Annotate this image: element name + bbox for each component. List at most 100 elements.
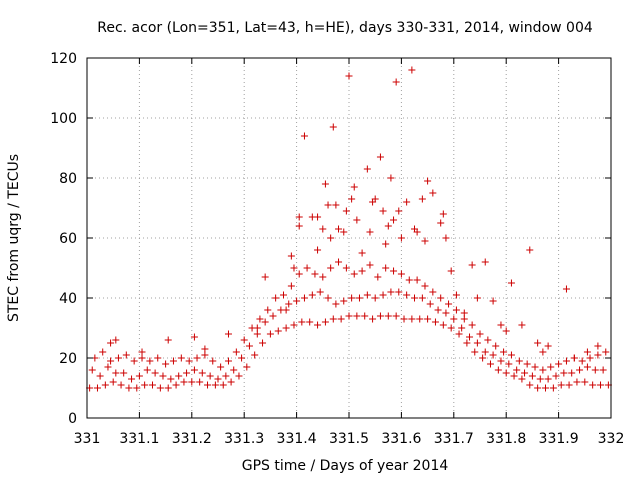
data-point — [185, 357, 193, 365]
data-point — [484, 336, 492, 344]
data-point — [311, 270, 319, 278]
data-point — [426, 300, 434, 308]
data-point — [439, 210, 447, 218]
chart-title: Rec. acor (Lon=351, Lat=43, h=HE), days … — [97, 20, 593, 36]
data-point — [513, 366, 521, 374]
data-point — [466, 333, 474, 341]
data-point — [316, 288, 324, 296]
data-point — [424, 177, 432, 185]
data-point — [300, 294, 308, 302]
data-point — [471, 348, 479, 356]
data-point — [594, 342, 602, 350]
data-point — [591, 366, 599, 374]
data-point — [350, 183, 358, 191]
data-point — [217, 363, 225, 371]
data-point — [272, 294, 280, 302]
data-point — [306, 318, 314, 326]
data-point — [342, 207, 350, 215]
data-point — [253, 330, 261, 338]
data-point — [154, 354, 162, 362]
data-point — [133, 384, 141, 392]
data-point — [324, 201, 332, 209]
data-point — [568, 369, 576, 377]
data-point — [366, 228, 374, 236]
data-point — [295, 270, 303, 278]
data-point — [337, 315, 345, 323]
data-point — [586, 354, 594, 362]
data-point — [489, 351, 497, 359]
x-tick-label: 331.9 — [539, 431, 579, 447]
data-point — [350, 270, 358, 278]
data-point — [413, 228, 421, 236]
data-point — [544, 375, 552, 383]
data-point — [169, 357, 177, 365]
data-point — [340, 228, 348, 236]
data-point — [557, 381, 565, 389]
data-point — [468, 261, 476, 269]
data-point — [345, 312, 353, 320]
data-point — [348, 294, 356, 302]
data-point — [190, 333, 198, 341]
data-point — [314, 246, 322, 254]
data-point — [122, 351, 130, 359]
data-point — [405, 276, 413, 284]
data-point — [403, 198, 411, 206]
data-point — [387, 288, 395, 296]
data-point — [295, 213, 303, 221]
data-point — [303, 264, 311, 272]
data-point — [363, 291, 371, 299]
data-point — [552, 372, 560, 380]
data-point — [112, 336, 120, 344]
data-point — [128, 375, 136, 383]
data-point — [238, 354, 246, 362]
data-point — [295, 222, 303, 230]
data-point — [390, 216, 398, 224]
data-point — [201, 345, 209, 353]
data-point — [486, 360, 494, 368]
y-tick-label: 40 — [59, 291, 77, 307]
data-point — [190, 366, 198, 374]
data-point — [429, 288, 437, 296]
data-point — [219, 381, 227, 389]
data-point — [544, 342, 552, 350]
data-point — [458, 324, 466, 332]
data-point — [314, 213, 322, 221]
data-point — [447, 267, 455, 275]
data-point — [88, 366, 96, 374]
data-point — [376, 153, 384, 161]
data-point — [327, 234, 335, 242]
data-point — [387, 174, 395, 182]
data-point — [502, 369, 510, 377]
data-point — [214, 375, 222, 383]
data-point — [534, 339, 542, 347]
data-point — [164, 384, 172, 392]
data-point — [282, 306, 290, 314]
y-tick-label: 60 — [59, 231, 77, 247]
data-point — [505, 360, 513, 368]
data-point — [308, 291, 316, 299]
data-point — [172, 381, 180, 389]
data-point — [201, 351, 209, 359]
data-point — [232, 348, 240, 356]
data-point — [531, 363, 539, 371]
x-tick-label: 331.4 — [277, 431, 317, 447]
data-point — [497, 357, 505, 365]
data-point — [175, 372, 183, 380]
data-point — [342, 264, 350, 272]
data-point — [416, 315, 424, 323]
data-point — [266, 330, 274, 338]
y-tick-label: 80 — [59, 171, 77, 187]
data-point — [473, 339, 481, 347]
data-point — [418, 294, 426, 302]
data-point — [188, 378, 196, 386]
data-point — [327, 264, 335, 272]
data-point — [324, 294, 332, 302]
data-point — [452, 291, 460, 299]
y-tick-label: 120 — [50, 51, 77, 67]
data-point — [180, 378, 188, 386]
x-tick-label: 331.7 — [434, 431, 474, 447]
data-point — [445, 300, 453, 308]
data-point — [424, 315, 432, 323]
data-point — [371, 195, 379, 203]
